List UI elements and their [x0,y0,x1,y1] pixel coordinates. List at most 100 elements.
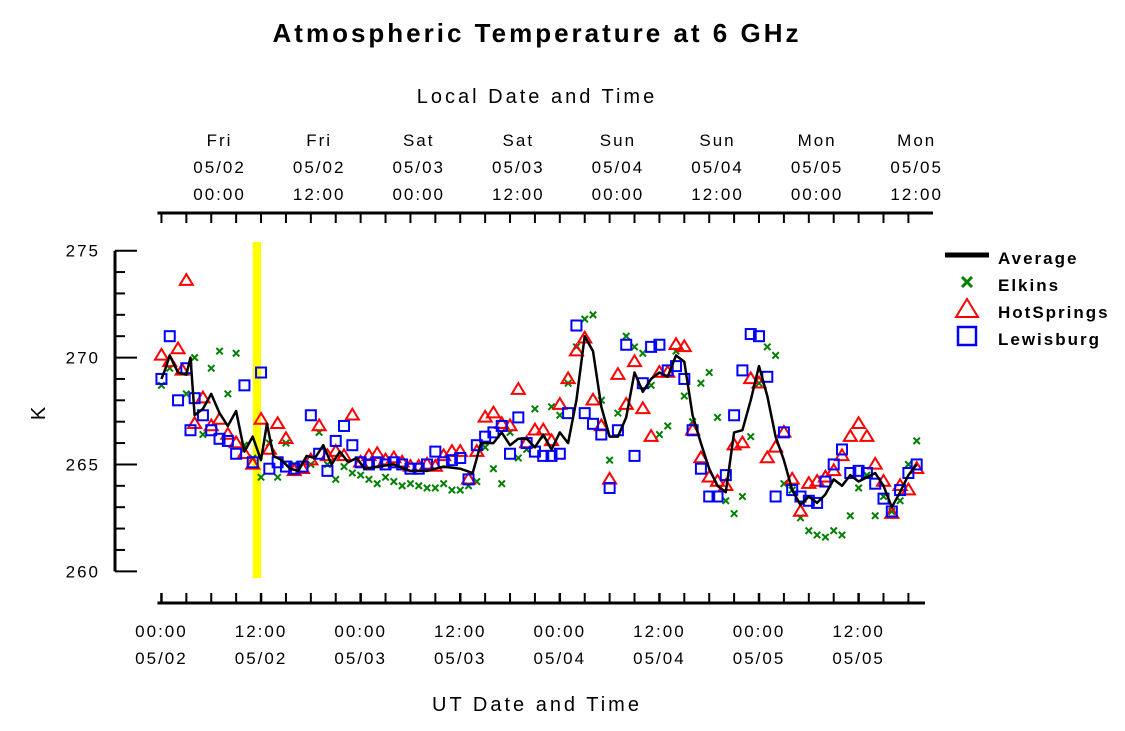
data-point-hotsprings [493,415,511,430]
bottom-tick-label-time: 00:00 [733,622,786,641]
data-point-lewisburg [744,328,757,341]
data-point-lewisburg [163,330,176,343]
data-point-elkins [439,479,448,488]
data-point-lewisburg [678,372,691,385]
top-tick-label-date: 05/03 [492,158,545,177]
data-point-hotsprings [734,434,751,449]
data-point-lewisburg [487,426,500,439]
data-point-lewisburg [387,456,400,469]
data-point-lewisburg [910,458,923,471]
data-point-elkins [896,496,905,505]
data-point-elkins [804,526,813,535]
data-point-hotsprings [626,353,643,368]
data-point-lewisburg [786,484,799,497]
data-point-lewisburg [711,490,724,503]
data-point-elkins [730,509,739,518]
data-point-lewisburg [338,419,351,432]
data-point-lewisburg [429,445,442,458]
data-point-lewisburg [495,419,508,432]
data-point-elkins [531,404,539,413]
data-point-lewisburg [221,434,234,447]
legend-item-hotsprings: HotSprings [954,297,1110,322]
data-point-hotsprings [310,417,328,432]
top-tick-label-time: 00:00 [193,185,246,204]
top-tick-label-date: 05/02 [293,158,346,177]
data-point-hotsprings [269,415,286,430]
data-point-hotsprings [244,456,262,470]
legend-swatch [960,275,974,289]
data-point-lewisburg [470,439,483,452]
data-point-elkins [854,484,863,492]
data-point-lewisburg [205,424,218,437]
top-tick-label-day: Mon [798,131,837,150]
legend-label: HotSprings [998,303,1110,322]
data-point-lewisburg [753,330,766,343]
top-tick-label-day: Mon [897,131,936,150]
bottom-tick-label-date: 05/05 [832,649,885,668]
data-point-lewisburg [172,394,185,407]
data-point-lewisburg [246,456,259,469]
series-layer [153,272,925,542]
data-point-elkins [431,484,440,492]
top-tick-label-date: 05/02 [193,158,246,177]
data-point-lewisburg [184,424,197,437]
data-point-elkins [215,347,224,356]
top-tick-label-time: 12:00 [293,185,346,204]
data-point-lewisburg [279,460,292,473]
data-point-elkins [589,310,597,319]
legend-label: Elkins [998,276,1060,295]
data-point-hotsprings [485,404,502,419]
data-point-hotsprings [559,370,577,385]
data-point-lewisburg [819,475,832,488]
data-point-lewisburg [628,449,641,462]
data-point-hotsprings [883,505,901,519]
data-point-lewisburg [362,458,375,471]
data-point-hotsprings [169,340,187,355]
data-point-elkins [481,443,490,452]
data-point-elkins [638,349,647,358]
data-point-elkins [829,526,838,535]
data-point-elkins [365,475,373,484]
data-point-lewisburg [263,462,276,475]
data-point-elkins [497,479,506,488]
data-point-lewisburg [844,466,857,479]
data-point-elkins [257,473,265,482]
bottom-tick-label-date: 05/03 [434,649,487,668]
data-point-lewisburg [421,458,434,471]
data-point-lewisburg [894,484,907,497]
legend-item-average: Average [945,249,1076,268]
data-point-elkins [871,511,880,520]
data-point-elkins [904,460,913,469]
data-point-elkins [697,379,705,388]
data-point-hotsprings [617,396,635,410]
data-point-lewisburg [769,490,782,503]
top-tick-label-day: Sun [699,131,735,150]
top-tick-label-time: 00:00 [592,185,645,204]
data-point-hotsprings [850,415,867,430]
data-point-elkins [771,351,780,360]
bottom-tick-label-time: 12:00 [633,622,686,641]
data-point-elkins [423,484,431,492]
data-point-elkins [846,511,855,520]
data-point-lewisburg [869,477,882,490]
data-point-elkins [389,477,398,486]
data-point-lewisburg [811,496,824,509]
data-point-elkins [223,389,232,398]
legend-label: Lewisburg [998,330,1101,349]
data-point-elkins [721,496,730,505]
data-point-elkins [373,479,382,488]
data-point-elkins [713,413,722,422]
data-point-lewisburg [321,464,334,477]
data-point-hotsprings [543,432,560,447]
bottom-tick-label-date: 05/04 [633,649,686,668]
data-point-elkins [414,481,423,490]
chart-title: Atmospheric Temperature at 6 GHz [273,18,802,48]
data-point-lewisburg [462,473,475,486]
top-axis-title: Local Date and Time [417,86,657,108]
data-point-elkins [738,492,747,501]
data-point-elkins [381,473,390,482]
top-tick-label-day: Fri [207,131,233,150]
data-point-hotsprings [676,338,693,353]
legend-swatch [954,297,980,318]
